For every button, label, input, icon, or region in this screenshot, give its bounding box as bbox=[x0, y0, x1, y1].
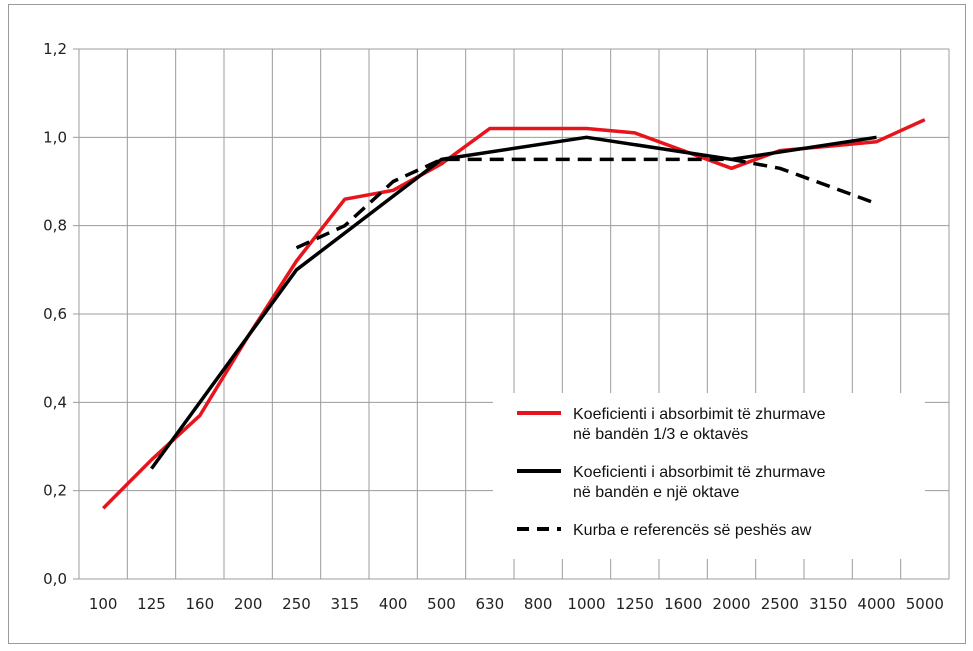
x-tick-label: 1600 bbox=[664, 595, 702, 613]
y-tick-label: 0,2 bbox=[43, 482, 67, 500]
series-lines bbox=[101, 118, 926, 510]
x-tick-label: 5000 bbox=[906, 595, 944, 613]
legend-label: Kurba e referencës së peshës aw bbox=[573, 522, 812, 539]
y-tick-label: 1,2 bbox=[43, 40, 67, 58]
y-axis-ticks: 0,0 0,2 0,4 0,6 0,8 1,0 1,2 bbox=[43, 40, 67, 588]
x-tick-label: 630 bbox=[476, 595, 505, 613]
x-tick-label: 3150 bbox=[809, 595, 847, 613]
y-tick-label: 0,6 bbox=[43, 305, 67, 323]
series-line-2 bbox=[150, 135, 877, 470]
x-axis-ticks: 100 125 160 200 250 315 400 500 630 800 1000 1250 16… bbox=[89, 595, 944, 613]
legend: Koeficienti i absorbimit të zhurmave në b… bbox=[493, 393, 925, 559]
y-tick-label: 0,4 bbox=[43, 393, 67, 411]
x-tick-label: 1250 bbox=[616, 595, 654, 613]
x-tick-label: 2500 bbox=[761, 595, 799, 613]
line-chart: 0,0 0,2 0,4 0,6 0,8 1,0 1,2 100 125 160 200 250 315… bbox=[43, 40, 950, 613]
x-tick-label: 125 bbox=[137, 595, 166, 613]
x-tick-label: 2000 bbox=[712, 595, 750, 613]
x-tick-label: 100 bbox=[89, 595, 118, 613]
y-tick-label: 0,0 bbox=[43, 570, 67, 588]
x-tick-label: 200 bbox=[234, 595, 263, 613]
x-tick-label: 4000 bbox=[857, 595, 895, 613]
chart-frame: 0,0 0,2 0,4 0,6 0,8 1,0 1,2 100 125 160 200 250 315… bbox=[8, 4, 966, 644]
series-line-3 bbox=[295, 157, 878, 250]
x-tick-label: 800 bbox=[524, 595, 553, 613]
x-tick-label: 315 bbox=[331, 595, 360, 613]
x-tick-label: 250 bbox=[282, 595, 311, 613]
legend-background bbox=[493, 393, 925, 559]
y-tick-label: 1,0 bbox=[43, 128, 67, 146]
x-tick-label: 400 bbox=[379, 595, 408, 613]
x-tick-label: 1000 bbox=[567, 595, 605, 613]
legend-label: në bandën 1/3 e oktavës bbox=[573, 426, 748, 443]
y-tick-label: 0,8 bbox=[43, 217, 67, 235]
legend-label: Koeficienti i absorbimit të zhurmave bbox=[573, 464, 826, 481]
x-tick-label: 160 bbox=[186, 595, 215, 613]
x-tick-label: 500 bbox=[427, 595, 456, 613]
legend-label: Koeficienti i absorbimit të zhurmave bbox=[573, 406, 826, 423]
legend-label: në bandën e një oktave bbox=[573, 484, 739, 501]
